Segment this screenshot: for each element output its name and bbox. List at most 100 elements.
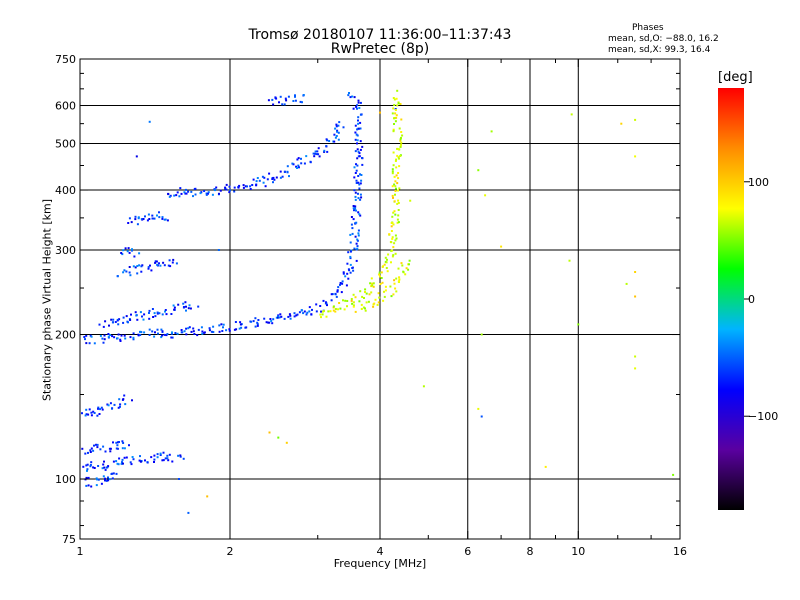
o-mode-echo [335, 125, 338, 128]
o-mode-echo [240, 326, 243, 329]
o-mode-echo [340, 291, 343, 294]
o-mode-echo [294, 99, 297, 102]
o-mode-echo [89, 334, 92, 337]
o-mode-echo [119, 340, 122, 342]
o-mode-echo [297, 164, 300, 167]
o-mode-echo [107, 476, 109, 479]
x-mode-echo [352, 305, 355, 308]
x-mode-echo [394, 239, 397, 242]
o-mode-echo [254, 317, 257, 320]
o-mode-echo [139, 460, 142, 463]
o-mode-echo [125, 456, 128, 459]
o-mode-echo [123, 447, 126, 450]
o-mode-echo [158, 211, 160, 214]
o-mode-echo [280, 315, 283, 318]
x-mode-echo [386, 258, 388, 261]
o-mode-echo [121, 461, 123, 464]
o-mode-echo [295, 165, 298, 168]
o-mode-echo [221, 330, 224, 332]
o-mode-echo [281, 175, 284, 178]
o-mode-echo [203, 331, 206, 334]
o-mode-echo [136, 223, 139, 226]
x-mode-echo [391, 236, 394, 239]
o-mode-echo [272, 181, 274, 184]
o-mode-echo [354, 205, 357, 208]
o-mode-echo [162, 451, 165, 454]
y-tick-label: 300 [55, 244, 76, 257]
o-mode-echo [277, 314, 280, 317]
o-mode-echo [137, 333, 140, 336]
o-mode-echo [171, 460, 174, 463]
o-mode-echo [136, 318, 139, 321]
o-mode-echo [175, 262, 178, 265]
x-mode-echo [334, 308, 337, 310]
o-mode-echo [110, 318, 113, 321]
o-mode-echo [132, 458, 135, 461]
o-mode-echo [296, 158, 299, 161]
o-mode-echo [135, 314, 138, 317]
o-mode-echo [358, 155, 361, 158]
o-mode-echo [358, 187, 361, 190]
x-mode-echo [397, 102, 400, 105]
o-mode-echo [134, 215, 137, 218]
x-mode-echo [384, 260, 387, 263]
x-mode-echo [372, 305, 375, 308]
o-mode-echo [107, 335, 110, 338]
x-mode-echo [354, 310, 357, 313]
o-mode-echo [357, 232, 360, 235]
x-mode-echo [392, 97, 395, 99]
o-mode-echo [357, 175, 360, 177]
x-mode-echo [321, 313, 324, 316]
o-mode-echo [175, 194, 178, 197]
x-mode-echo [399, 103, 402, 105]
x-mode-echo [338, 302, 341, 304]
x-mode-echo [395, 116, 398, 119]
o-mode-echo [156, 328, 159, 331]
o-mode-echo [84, 338, 86, 341]
o-mode-echo [116, 462, 119, 465]
x-mode-echo [386, 270, 389, 273]
o-mode-echo [358, 183, 361, 186]
o-mode-echo [111, 477, 114, 480]
o-mode-echo [148, 334, 151, 336]
o-mode-echo [228, 329, 231, 332]
o-mode-echo [355, 179, 358, 182]
o-mode-echo [312, 152, 315, 155]
o-mode-echo [123, 456, 126, 459]
o-mode-echo [103, 466, 106, 469]
o-mode-echo [174, 332, 177, 334]
o-mode-echo [167, 193, 170, 196]
o-mode-echo [146, 219, 149, 222]
o-mode-echo [283, 103, 286, 106]
o-mode-echo [128, 444, 130, 447]
o-mode-echo [139, 330, 142, 333]
o-mode-echo [349, 250, 352, 253]
x-mode-echo [393, 98, 396, 101]
o-mode-echo [238, 327, 241, 330]
o-mode-echo [349, 263, 352, 266]
o-mode-echo [351, 227, 354, 230]
o-mode-echo [279, 95, 282, 98]
o-mode-echo [348, 269, 351, 272]
o-mode-echo [293, 315, 296, 318]
o-mode-echo [117, 463, 120, 466]
x-mode-echo [346, 305, 348, 308]
x-mode-echo [352, 301, 355, 304]
o-mode-echo [118, 398, 121, 401]
x-mode-echo [634, 118, 637, 121]
o-mode-echo [167, 459, 170, 462]
o-mode-echo [153, 458, 156, 461]
x-mode-echo [390, 222, 393, 224]
x-mode-echo [398, 187, 401, 190]
o-mode-echo [101, 337, 104, 340]
o-mode-echo [173, 194, 176, 197]
x-mode-echo [404, 273, 407, 276]
o-mode-echo [358, 213, 361, 216]
o-mode-echo [161, 313, 164, 316]
o-mode-echo [354, 207, 357, 210]
o-mode-echo [220, 323, 223, 326]
o-mode-echo [166, 454, 169, 457]
o-mode-echo [356, 142, 358, 145]
x-mode-echo [371, 284, 374, 287]
o-mode-echo [256, 324, 259, 327]
